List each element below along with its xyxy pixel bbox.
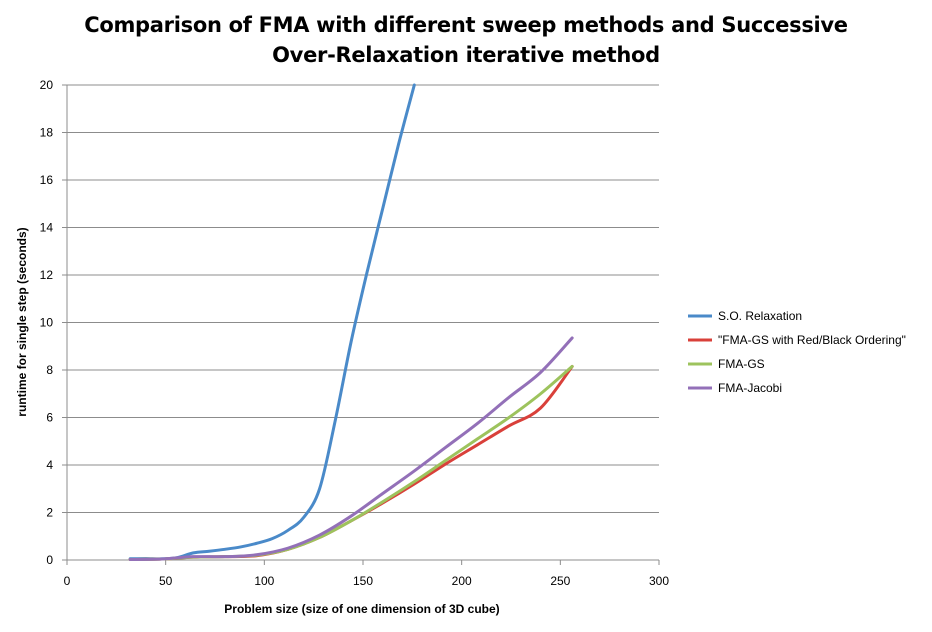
y-tick-label: 18 bbox=[40, 126, 54, 140]
chart-title-line-1: Comparison of FMA with different sweep m… bbox=[84, 13, 848, 37]
x-axis-label: Problem size (size of one dimension of 3… bbox=[224, 602, 499, 616]
y-tick-label: 20 bbox=[40, 78, 54, 92]
series-line-1 bbox=[128, 83, 416, 561]
y-tick-label: 12 bbox=[40, 268, 54, 282]
y-tick-label: 16 bbox=[40, 173, 54, 187]
legend-label-4: FMA-Jacobi bbox=[718, 381, 782, 395]
y-tick-label: 14 bbox=[40, 221, 54, 235]
x-tick-label: 150 bbox=[353, 574, 373, 588]
chart-title-line-2: Over-Relaxation iterative method bbox=[272, 43, 660, 67]
x-tick-label: 300 bbox=[649, 574, 669, 588]
x-tick-label: 0 bbox=[64, 574, 71, 588]
series-line-4 bbox=[128, 336, 574, 562]
grid-lines bbox=[67, 84, 659, 513]
x-tick-label: 100 bbox=[254, 574, 274, 588]
y-tick-label: 10 bbox=[40, 316, 54, 330]
axes bbox=[62, 84, 660, 565]
y-tick-label: 8 bbox=[46, 363, 53, 377]
y-tick-label: 0 bbox=[46, 553, 53, 567]
legend: S.O. Relaxation "FMA-GS with Red/Black Or… bbox=[688, 309, 906, 395]
legend-label-3: FMA-GS bbox=[718, 357, 765, 371]
x-tick-label: 250 bbox=[550, 574, 570, 588]
series-line-3 bbox=[128, 364, 574, 562]
y-axis-label: runtime for single step (seconds) bbox=[15, 227, 29, 416]
y-tick-label: 2 bbox=[46, 506, 53, 520]
y-tick-label: 6 bbox=[46, 411, 53, 425]
series-lines bbox=[128, 83, 574, 562]
chart-title: Comparison of FMA with different sweep m… bbox=[0, 10, 932, 70]
series-line-2 bbox=[128, 364, 574, 562]
legend-label-2: "FMA-GS with Red/Black Ordering" bbox=[718, 333, 906, 347]
y-tick-label: 4 bbox=[46, 458, 53, 472]
x-tick-label: 50 bbox=[159, 574, 173, 588]
x-tick-label: 200 bbox=[452, 574, 472, 588]
legend-label-1: S.O. Relaxation bbox=[718, 309, 802, 323]
